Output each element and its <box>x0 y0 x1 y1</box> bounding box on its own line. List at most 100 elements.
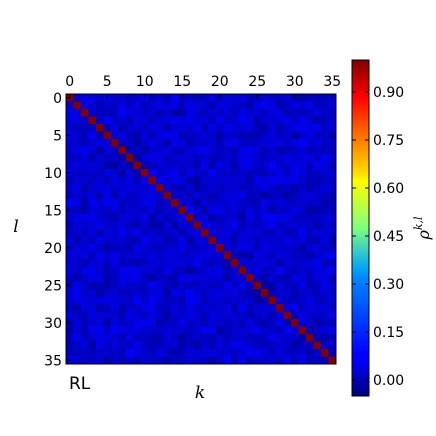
heatmap-cell <box>276 154 284 162</box>
heatmap-cell <box>268 191 277 200</box>
heatmap-cell <box>148 131 157 140</box>
heatmap-cell <box>88 176 97 185</box>
heatmap-cell <box>291 214 299 222</box>
heatmap-cell <box>66 259 74 267</box>
heatmap-cell <box>178 266 187 275</box>
heatmap-cell <box>81 304 89 312</box>
heatmap-cell <box>178 341 187 350</box>
heatmap-cell <box>306 289 314 297</box>
heatmap-cell <box>283 229 292 237</box>
heatmap-cell <box>216 251 224 260</box>
heatmap-cell <box>201 169 209 177</box>
heatmap-cell <box>306 116 314 125</box>
heatmap-cell <box>193 319 202 327</box>
heatmap-cell <box>88 131 97 140</box>
heatmap-cell <box>103 296 112 305</box>
heatmap-cell <box>298 206 307 215</box>
heatmap-cell <box>156 146 164 155</box>
heatmap-cell <box>268 131 277 140</box>
heatmap-cell <box>321 109 329 117</box>
heatmap-cell <box>313 251 322 260</box>
heatmap-cell <box>73 296 82 305</box>
heatmap-cell <box>178 124 187 132</box>
heatmap-cell <box>81 311 89 320</box>
heatmap-cell <box>193 124 202 132</box>
heatmap-cell <box>103 274 112 282</box>
heatmap-cell <box>298 281 307 290</box>
heatmap-cell <box>298 139 307 147</box>
heatmap-cell <box>103 176 112 185</box>
heatmap-cell <box>291 221 299 230</box>
heatmap-cell <box>111 229 119 237</box>
heatmap-cell <box>163 281 172 290</box>
heatmap-cell <box>238 169 247 177</box>
heatmap-cell <box>276 131 284 140</box>
heatmap-cell <box>268 251 277 260</box>
heatmap-cell <box>261 184 269 192</box>
heatmap-cell <box>321 349 329 357</box>
heatmap-cell <box>223 311 232 320</box>
heatmap-cell <box>223 161 232 170</box>
y-tick-label: 25 <box>44 278 62 294</box>
heatmap-cell <box>193 304 202 312</box>
heatmap-cell <box>253 101 262 110</box>
heatmap-cell <box>223 176 232 185</box>
heatmap-cell <box>73 274 82 282</box>
heatmap-cell <box>141 169 149 177</box>
heatmap-cell <box>66 154 74 162</box>
heatmap-cell <box>246 146 254 155</box>
heatmap-cell <box>313 139 322 147</box>
heatmap-cell <box>291 131 299 140</box>
heatmap-cell <box>208 124 217 132</box>
heatmap-cell <box>186 244 194 252</box>
heatmap-cell <box>283 356 292 365</box>
heatmap-cell <box>306 101 314 110</box>
heatmap-cell <box>313 289 322 297</box>
heatmap-cell <box>208 289 217 297</box>
heatmap-cell <box>246 259 254 267</box>
heatmap-cell <box>238 131 247 140</box>
heatmap-cell <box>88 259 97 267</box>
heatmap-cell <box>321 221 329 230</box>
heatmap-cell <box>133 244 142 252</box>
heatmap-cell <box>163 266 172 275</box>
heatmap-cell <box>291 169 299 177</box>
heatmap-cell <box>253 176 262 185</box>
heatmap-cell <box>238 304 247 312</box>
heatmap-cell <box>126 206 134 215</box>
heatmap-cell <box>133 161 142 170</box>
heatmap-cell <box>253 214 262 222</box>
heatmap-cell <box>148 146 157 155</box>
heatmap-cell <box>118 304 127 312</box>
heatmap-cell <box>163 131 172 140</box>
y-tick-label: 30 <box>44 316 62 332</box>
heatmap-cell <box>193 169 202 177</box>
heatmap-cell <box>118 244 127 252</box>
heatmap-cell <box>261 356 269 365</box>
heatmap-cell <box>111 341 119 350</box>
heatmap-cell <box>321 101 329 110</box>
heatmap-cell <box>291 116 299 125</box>
heatmap-cell <box>268 109 277 117</box>
heatmap-cell <box>141 259 149 267</box>
heatmap-cell <box>201 251 209 260</box>
heatmap-cell <box>193 311 202 320</box>
heatmap-cell <box>216 296 224 305</box>
heatmap-cell <box>208 311 217 320</box>
heatmap-cell <box>223 191 232 200</box>
heatmap-cell <box>231 356 239 365</box>
heatmap-cell <box>81 124 89 132</box>
heatmap-cell <box>66 109 74 117</box>
heatmap-cell <box>246 139 254 147</box>
heatmap-cell <box>276 184 284 192</box>
heatmap-cell <box>216 101 224 110</box>
heatmap-cell <box>88 221 97 230</box>
heatmap-cell <box>126 266 134 275</box>
heatmap-cell <box>328 229 337 237</box>
heatmap-cell <box>118 229 127 237</box>
heatmap-cell <box>103 101 112 110</box>
heatmap-cell <box>298 319 307 327</box>
heatmap-cell <box>321 304 329 312</box>
heatmap-cell <box>193 229 202 237</box>
heatmap-cell <box>111 289 119 297</box>
